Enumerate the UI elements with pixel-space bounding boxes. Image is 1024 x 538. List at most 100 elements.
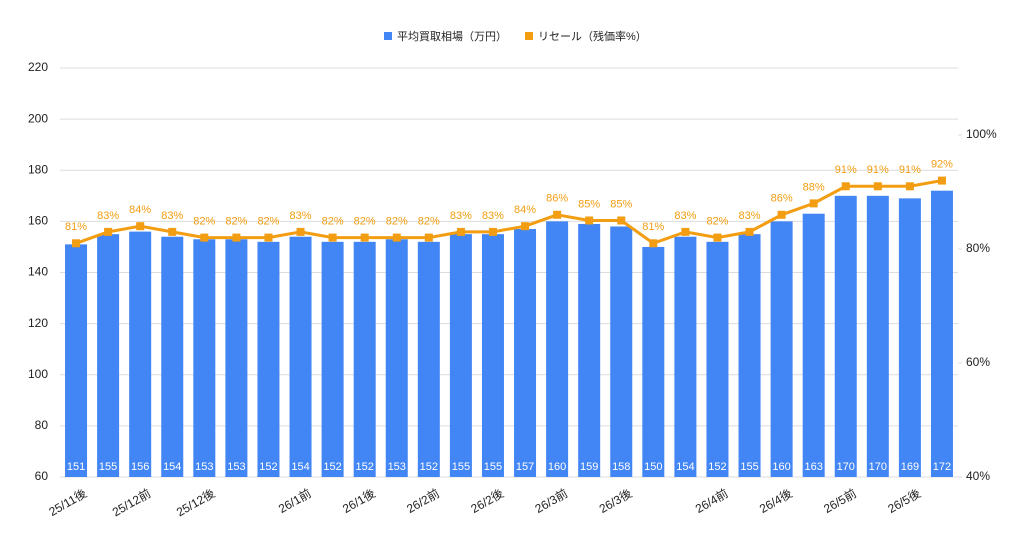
line-marker <box>617 216 626 225</box>
bar-value-label: 154 <box>676 461 694 473</box>
y-tick-label: 140 <box>28 265 48 279</box>
line-marker <box>296 227 305 236</box>
bar <box>834 195 857 477</box>
bar-value-label: 155 <box>484 461 502 473</box>
bar-value-label: 153 <box>388 461 406 473</box>
bar-value-label: 170 <box>869 461 887 473</box>
line-marker <box>488 227 497 236</box>
legend-swatch <box>384 32 392 40</box>
line-value-label: 86% <box>771 193 793 205</box>
line-value-label: 83% <box>482 210 504 222</box>
bar-value-label: 153 <box>227 461 245 473</box>
bar-value-label: 154 <box>291 461 309 473</box>
bar <box>642 246 665 477</box>
bar <box>385 239 408 477</box>
line-marker <box>713 233 722 242</box>
bar-value-label: 163 <box>804 461 822 473</box>
y-tick-label: 80 <box>35 418 49 432</box>
line-value-label: 83% <box>739 210 761 222</box>
bar-value-label: 155 <box>740 461 758 473</box>
line-value-label: 88% <box>803 181 825 193</box>
x-tick-label: 26/3後 <box>597 486 635 516</box>
bar <box>449 234 472 477</box>
bar-value-label: 159 <box>580 461 598 473</box>
bar <box>706 241 729 477</box>
legend-label: リセール（残価率%） <box>538 29 647 43</box>
bar <box>898 198 921 477</box>
bar <box>321 241 344 477</box>
line-value-label: 83% <box>290 210 312 222</box>
bar <box>770 221 793 477</box>
y-tick-label: 200 <box>28 111 48 125</box>
line-value-label: 91% <box>899 164 921 176</box>
line-marker <box>264 233 273 242</box>
bar <box>257 241 280 477</box>
line-value-label: 81% <box>65 221 87 233</box>
bar-value-label: 152 <box>420 461 438 473</box>
bar-value-label: 160 <box>548 461 566 473</box>
line-value-label: 82% <box>386 215 408 227</box>
bar-value-label: 153 <box>195 461 213 473</box>
bar-value-label: 151 <box>67 461 85 473</box>
bar-value-label: 160 <box>772 461 790 473</box>
line-marker <box>456 227 465 236</box>
line-value-label: 91% <box>867 164 889 176</box>
x-tick-label: 26/5前 <box>821 485 859 516</box>
bar <box>289 236 312 477</box>
bar-value-label: 152 <box>355 461 373 473</box>
line-value-label: 82% <box>354 215 376 227</box>
bar <box>802 213 825 478</box>
x-tick-label: 26/3前 <box>532 485 570 516</box>
bar <box>65 244 88 477</box>
line-value-label: 82% <box>418 215 440 227</box>
line-value-label: 82% <box>322 215 344 227</box>
line-value-label: 82% <box>225 215 247 227</box>
line-marker <box>168 227 177 236</box>
y2-tick-label: 100% <box>966 127 997 141</box>
bar <box>610 226 633 477</box>
line-marker <box>136 222 145 231</box>
bar <box>930 190 953 477</box>
legend-label: 平均買取相場（万円） <box>397 30 507 43</box>
bar <box>97 234 120 477</box>
line-marker <box>424 233 433 242</box>
line-marker <box>873 182 882 191</box>
y2-tick-label: 80% <box>966 241 990 255</box>
y-tick-label: 180 <box>28 162 48 176</box>
x-tick-label: 26/4後 <box>757 486 795 516</box>
bar <box>161 236 184 477</box>
line-marker <box>328 233 337 242</box>
bar-value-label: 152 <box>323 461 341 473</box>
line-marker <box>937 176 946 185</box>
line-marker <box>905 182 914 191</box>
bar-value-label: 170 <box>837 461 855 473</box>
line-marker <box>104 227 113 236</box>
x-tick-label: 26/5後 <box>885 486 923 516</box>
line-marker <box>360 233 369 242</box>
bar <box>417 241 440 477</box>
line-marker <box>553 210 562 219</box>
line-marker <box>681 227 690 236</box>
line-value-label: 83% <box>97 210 119 222</box>
bar-value-label: 155 <box>452 461 470 473</box>
bar <box>514 229 537 477</box>
bar <box>738 234 761 477</box>
line-marker <box>745 227 754 236</box>
bar-value-label: 156 <box>131 461 149 473</box>
bar <box>225 239 248 477</box>
bar <box>353 241 376 477</box>
bar-value-label: 150 <box>644 461 662 473</box>
line-marker <box>841 182 850 191</box>
line <box>75 179 943 245</box>
line-marker <box>200 233 209 242</box>
line-marker <box>232 233 241 242</box>
line-marker <box>649 239 658 248</box>
line-marker <box>392 233 401 242</box>
line-value-label: 84% <box>514 204 536 216</box>
bar <box>578 223 601 477</box>
y-tick-label: 100 <box>28 367 48 381</box>
line-value-label: 83% <box>450 210 472 222</box>
y-tick-label: 220 <box>28 60 48 74</box>
bar-value-label: 158 <box>612 461 630 473</box>
